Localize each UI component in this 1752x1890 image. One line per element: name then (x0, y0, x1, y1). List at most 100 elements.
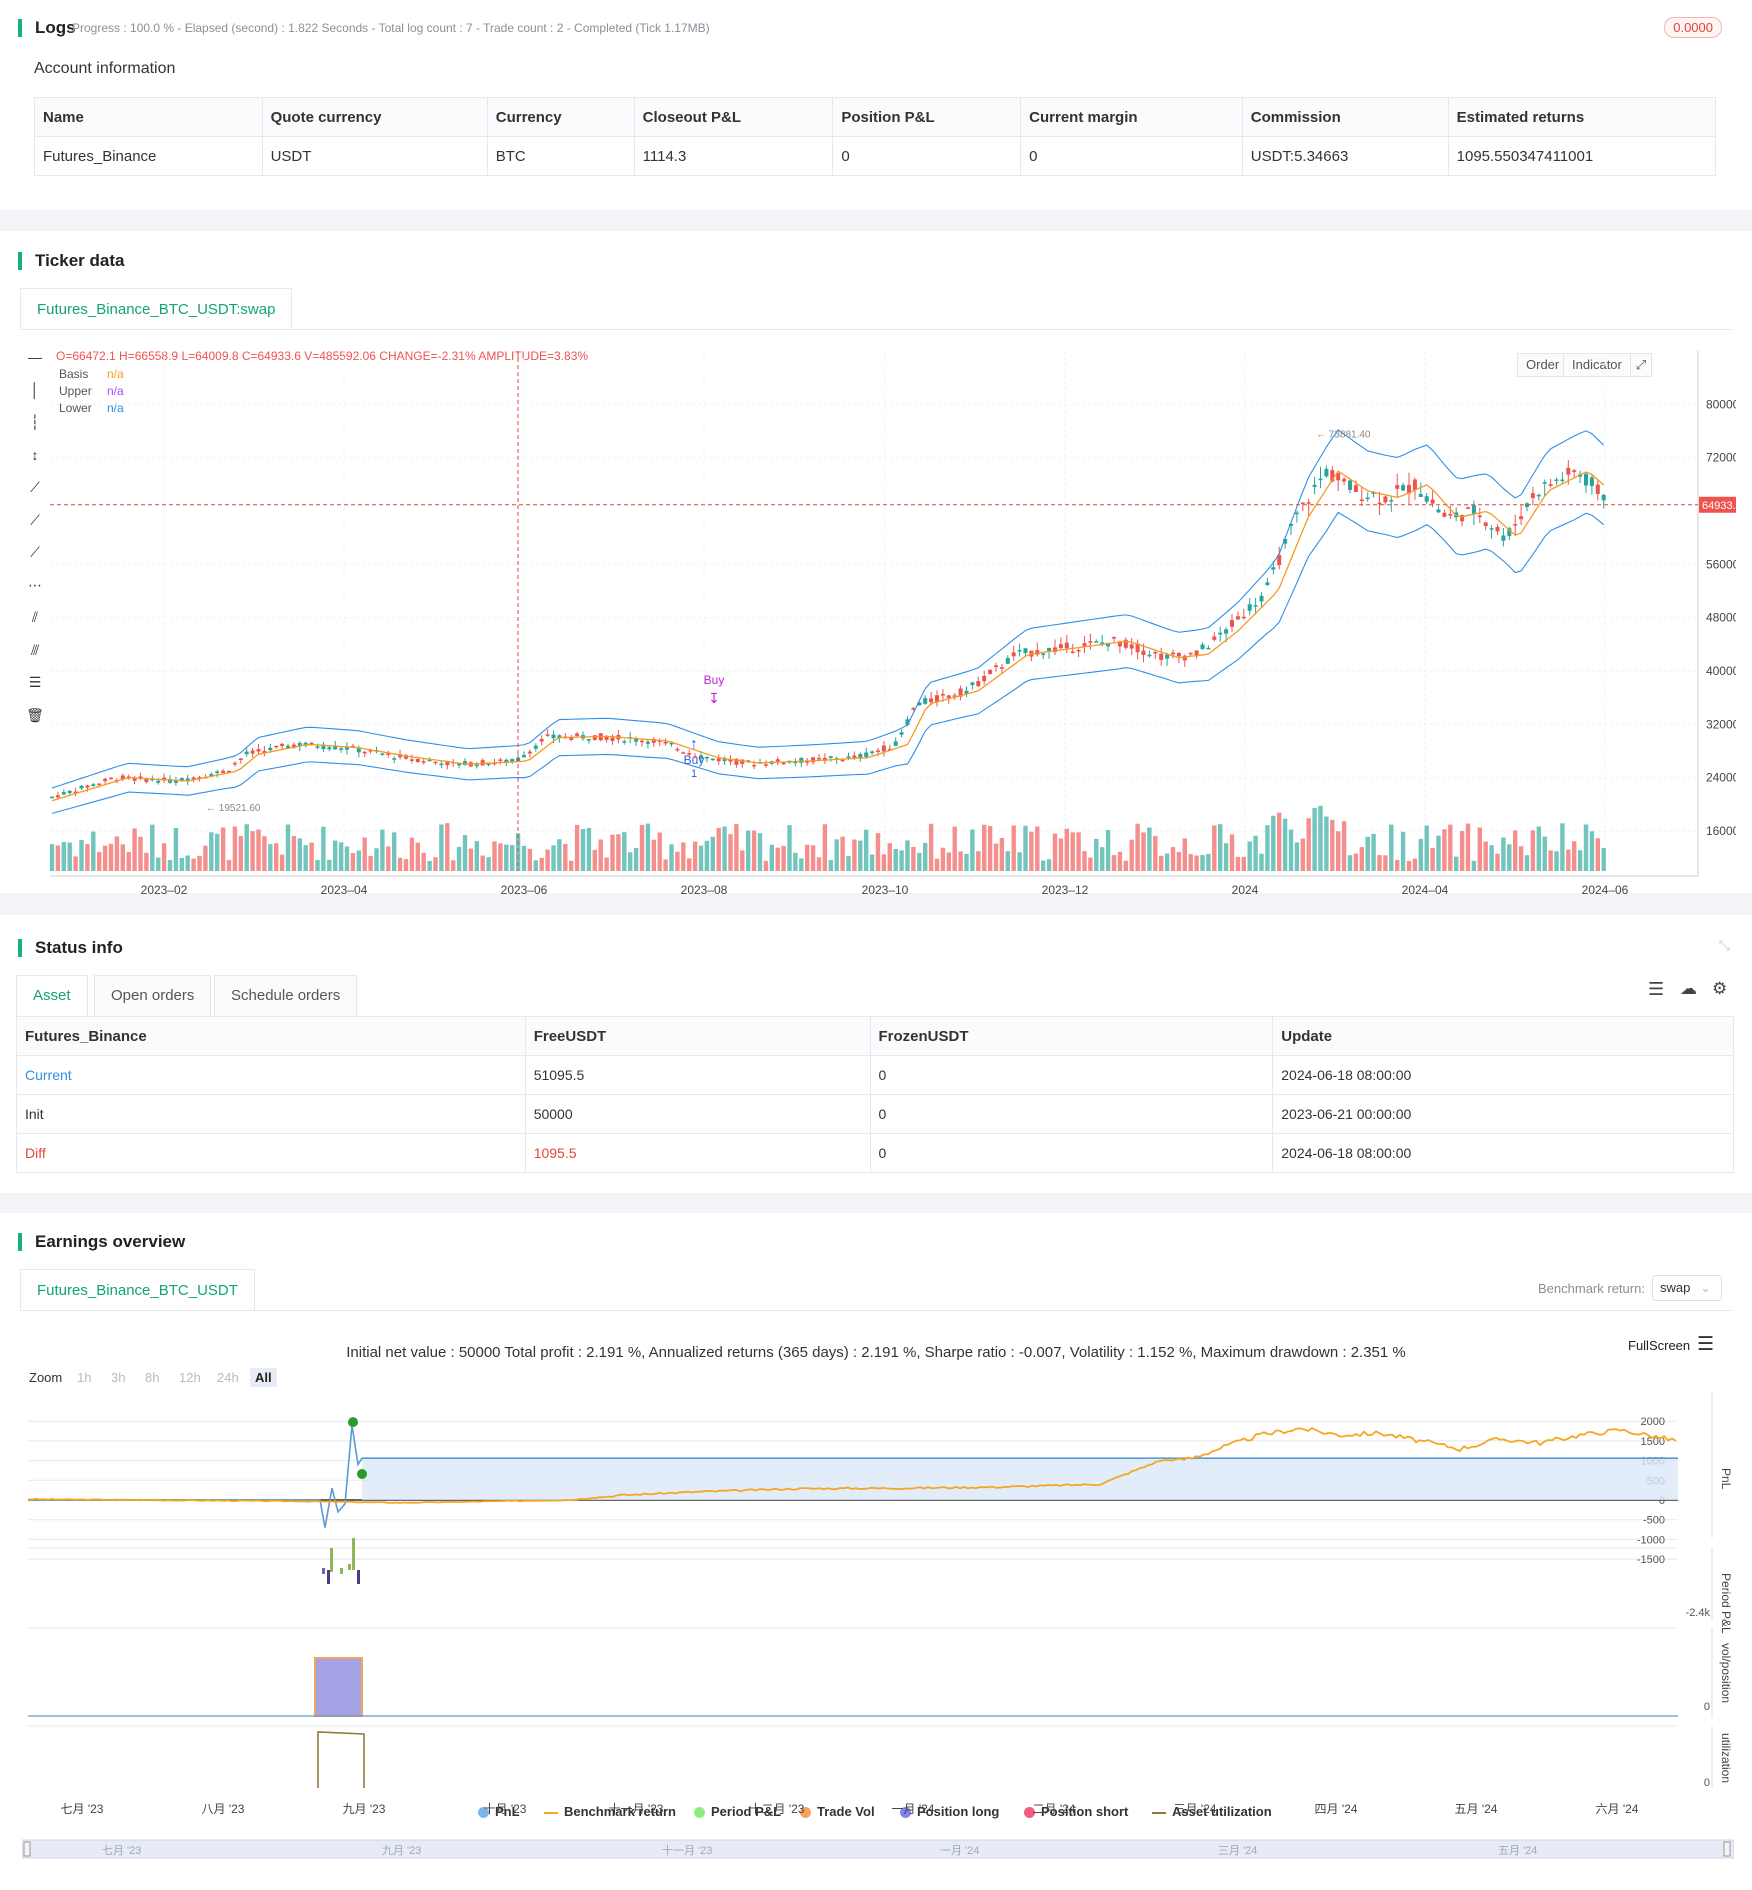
volume-bar (167, 860, 173, 871)
fullscreen-button[interactable]: FullScreen (1628, 1338, 1691, 1353)
vertical-line-icon[interactable]: │ (30, 381, 40, 398)
candle-body (392, 758, 397, 760)
account-cell: 1095.550347411001 (1447, 136, 1717, 176)
volume-bar (958, 851, 963, 871)
candle-body (1041, 653, 1046, 656)
legend-period-p-l[interactable]: Period P&L (694, 1804, 781, 1819)
candle-body (905, 719, 910, 725)
candle-body (1595, 484, 1600, 494)
volume-bar (805, 844, 810, 871)
parallel-channel-icon[interactable]: ⫽ (31, 609, 39, 625)
tab-earnings-symbol[interactable]: Futures_Binance_BTC_USDT (20, 1269, 255, 1311)
buy-count-label: 1 (691, 768, 697, 780)
volume-bar (85, 844, 90, 871)
x-tick-label: 一月 '24 (891, 1802, 935, 1816)
volume-bar (344, 846, 350, 871)
legend-swatch-icon (1024, 1807, 1035, 1819)
volume-bar (775, 847, 780, 871)
extended-line-icon[interactable]: ⟋ (30, 544, 40, 560)
trend-line-icon[interactable]: ⟋ (30, 479, 40, 495)
dashed-line-icon[interactable]: ┆ (30, 414, 40, 430)
volume-bar (1052, 833, 1058, 871)
benchmark-select[interactable]: swap ⌄ (1652, 1275, 1722, 1301)
candlestick-chart[interactable]: 80000.00 72000.00 56000.00 48000.00 40000.00… (16, 331, 1736, 901)
account-cell: USDT (261, 136, 488, 176)
volume-bar (1058, 838, 1064, 871)
zoom-all[interactable]: All (250, 1368, 277, 1387)
volume-bar (279, 854, 285, 871)
text-icon[interactable]: ⋯ (28, 576, 42, 593)
candle-body (1141, 650, 1146, 655)
volume-bar (1011, 825, 1016, 871)
ray-icon[interactable]: ⟋ (30, 511, 40, 528)
candle-body (1430, 499, 1435, 504)
period-pnl-bar (327, 1570, 330, 1584)
candle-body (1088, 641, 1093, 643)
candle-body (852, 755, 857, 758)
candle-body (185, 778, 190, 782)
asset-cell: 50000 (524, 1094, 871, 1134)
zoom-12h[interactable]: 12h (179, 1370, 201, 1385)
candle-body (752, 764, 757, 767)
candle-body (1241, 616, 1246, 619)
trash-icon[interactable]: 🗑 (26, 706, 44, 723)
volume-bar (191, 858, 196, 871)
tab-open-orders[interactable]: Open orders (94, 975, 212, 1016)
volume-bar (1501, 837, 1506, 871)
performance-summary: Initial net value : 50000 Total profit :… (346, 1344, 1406, 1361)
buy-signal-label: Buy (704, 673, 725, 687)
range-icon[interactable]: ↕ (31, 446, 39, 463)
legend-position-long[interactable]: Position long (900, 1804, 999, 1819)
tab-asset[interactable]: Asset (16, 975, 88, 1016)
legend-pnl[interactable]: PnL (478, 1804, 520, 1819)
candle-body (693, 756, 698, 758)
earnings-chart[interactable]: 2000150010005000-500-1000-1500PnL-2.4kPe… (0, 1388, 1752, 1788)
volume-bar (486, 857, 491, 871)
candle-body (634, 738, 639, 742)
volume-bar (757, 833, 763, 871)
legend-asset-utilization[interactable]: Asset utilization (1152, 1804, 1272, 1819)
volume-bar (456, 846, 462, 871)
navigator-track[interactable] (22, 1839, 1734, 1859)
zoom-1h[interactable]: 1h (77, 1370, 92, 1385)
legend-value: n/a (107, 384, 124, 398)
candle-body (510, 758, 515, 762)
list-view-icon[interactable]: ☰ (1648, 979, 1665, 999)
horizontal-lines-icon[interactable]: ☰ (28, 674, 42, 690)
menu-icon[interactable]: ☰ (1697, 1334, 1715, 1355)
candle-body (380, 753, 385, 756)
candle-body (527, 751, 532, 754)
settings-icon[interactable]: ⚙ (1712, 979, 1728, 998)
volume-bar (663, 859, 668, 871)
candle-body (1070, 651, 1075, 654)
volume-bar (698, 845, 704, 871)
candle-body (1265, 582, 1270, 586)
zoom-24h[interactable]: 24h (217, 1370, 239, 1385)
candle-body (716, 758, 721, 762)
tab-schedule-orders[interactable]: Schedule orders (214, 975, 358, 1016)
navigator-left-handle[interactable] (23, 1841, 31, 1857)
expand-chart-icon[interactable]: ⤢ (1630, 353, 1652, 377)
legend-benchmark-return[interactable]: Benchmark return (544, 1804, 676, 1819)
candle-body (1448, 513, 1453, 516)
legend-position-short[interactable]: Position short (1024, 1804, 1128, 1819)
volume-bar (964, 853, 969, 871)
volume-bar (628, 852, 633, 871)
volume-bar (1395, 859, 1400, 871)
download-icon[interactable]: ☁ (1680, 979, 1697, 998)
pnl-axis-title: PnL (1719, 1468, 1733, 1490)
crosshair-icon[interactable]: — (28, 349, 42, 365)
volume-bar (1359, 847, 1364, 871)
zoom-3h[interactable]: 3h (111, 1370, 126, 1385)
zoom-8h[interactable]: 8h (145, 1370, 160, 1385)
fib-icon[interactable]: ⫻ (30, 641, 40, 658)
legend-trade-vol[interactable]: Trade Vol (800, 1804, 875, 1819)
candle-body (457, 763, 462, 766)
tab-ticker-symbol[interactable]: Futures_Binance_BTC_USDT:swap (20, 288, 293, 330)
navigator-right-handle[interactable] (1723, 1841, 1731, 1857)
collapse-icon[interactable]: ⤡ (1718, 937, 1730, 953)
navigator-scrollbar[interactable]: 七月 '23 九月 '23 十一月 '23 一月 '24 三月 '24 五月 '24 (22, 1838, 1734, 1860)
volume-bar (1542, 836, 1547, 871)
candle-body (474, 764, 479, 767)
candle-body (1230, 620, 1234, 627)
